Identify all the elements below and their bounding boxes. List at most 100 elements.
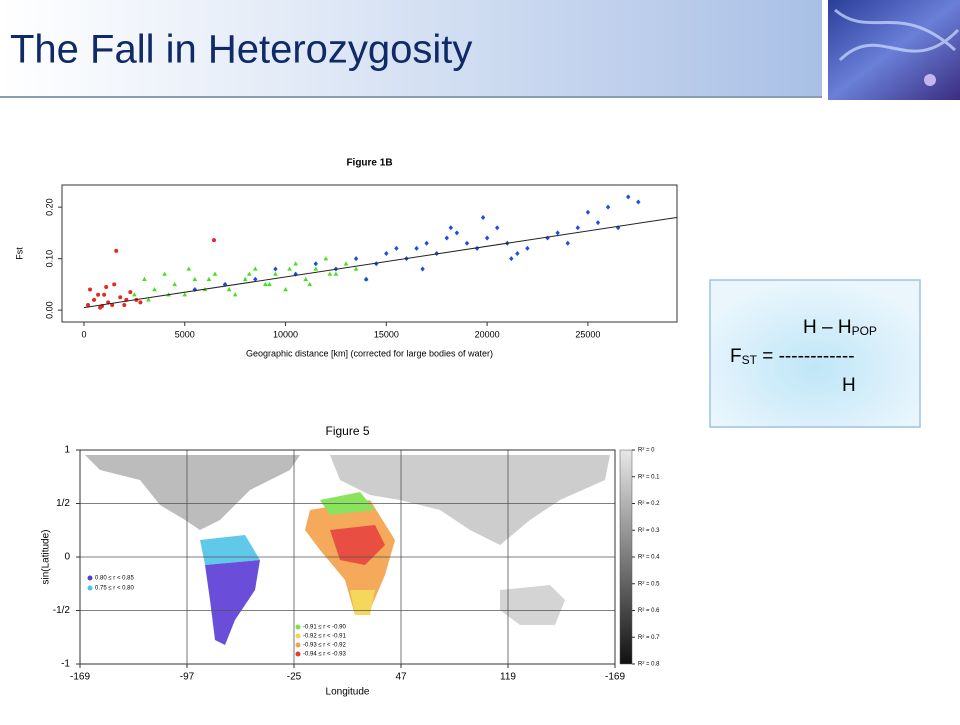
y-axis-label: Fst xyxy=(14,247,24,260)
legend-swatch xyxy=(295,651,301,657)
equals: = xyxy=(757,346,779,367)
lhs-sub: ST xyxy=(742,353,758,367)
lhs: F xyxy=(730,346,742,367)
point xyxy=(186,266,192,271)
point xyxy=(323,256,329,261)
y-tick-label: 0.00 xyxy=(44,301,54,319)
point xyxy=(565,240,570,246)
point xyxy=(303,276,309,281)
point xyxy=(420,266,425,272)
point xyxy=(112,282,117,287)
point xyxy=(273,271,278,276)
point xyxy=(226,287,232,292)
point xyxy=(267,281,272,287)
x-tick-label: 20000 xyxy=(475,329,500,339)
y-tick-label: 0.10 xyxy=(44,250,54,268)
point xyxy=(363,276,369,282)
point xyxy=(494,225,500,231)
numerator-text: H – H xyxy=(803,317,852,338)
point xyxy=(575,225,581,231)
point xyxy=(525,245,530,251)
x-tick-label: 25000 xyxy=(575,329,600,339)
point xyxy=(555,230,560,236)
legend-label: -0.91 ≤ r < -0.90 xyxy=(303,625,346,631)
point xyxy=(122,303,127,308)
trend-line xyxy=(83,216,677,309)
point xyxy=(313,266,319,271)
point xyxy=(182,292,188,297)
point xyxy=(253,266,258,271)
x-tick-label: 119 xyxy=(500,672,516,683)
point xyxy=(242,276,248,281)
x-axis-label: Longitude xyxy=(326,687,370,698)
y-tick-label: -1 xyxy=(61,659,70,670)
title-bar xyxy=(0,0,822,96)
point xyxy=(206,276,212,281)
numerator: H – HPOP xyxy=(803,317,877,338)
point xyxy=(595,220,601,226)
colorbar-label: R² = 0.8 xyxy=(638,662,660,668)
dashes: ------------ xyxy=(779,346,855,367)
point xyxy=(88,287,93,292)
point xyxy=(192,276,198,281)
point xyxy=(384,251,389,256)
slide-title: The Fall in Heterozygosity xyxy=(10,28,472,72)
y-tick-label: 0 xyxy=(64,552,70,563)
point xyxy=(509,256,514,262)
point xyxy=(128,290,133,295)
point xyxy=(464,240,470,246)
colorbar-label: R² = 0.1 xyxy=(638,474,660,480)
point xyxy=(626,194,631,200)
point xyxy=(253,276,258,282)
point xyxy=(605,204,611,210)
legend-swatch xyxy=(87,575,93,581)
point xyxy=(263,281,268,287)
point xyxy=(585,209,591,215)
point xyxy=(448,225,454,231)
point xyxy=(353,266,359,271)
x-axis-label: Geographic distance [km] (corrected for … xyxy=(246,348,493,358)
point xyxy=(283,287,288,292)
x-tick-label: -169 xyxy=(605,672,625,683)
point xyxy=(92,297,97,302)
point xyxy=(636,199,641,205)
point xyxy=(414,245,419,251)
y-tick-label: 1 xyxy=(64,445,70,456)
point xyxy=(480,214,486,220)
point xyxy=(110,303,115,308)
point xyxy=(333,271,339,276)
colorbar-label: R² = 0.3 xyxy=(638,528,660,534)
x-tick-label: 0 xyxy=(81,329,86,339)
point xyxy=(162,271,167,276)
chart-title: Figure 1B xyxy=(346,158,392,169)
point xyxy=(212,271,218,276)
point xyxy=(474,245,480,251)
point xyxy=(152,287,157,292)
legend-label: -0.92 ≤ r < -0.91 xyxy=(303,634,346,640)
legend-swatch xyxy=(295,642,301,648)
legend-label: 0.75 ≤ r < 0.80 xyxy=(95,586,134,592)
point xyxy=(515,251,520,256)
point xyxy=(138,300,143,305)
legend-label: 0.80 ≤ r < 0.85 xyxy=(95,576,134,582)
colorbar-label: R² = 0.2 xyxy=(638,501,660,507)
x-tick-label: 5000 xyxy=(175,329,195,339)
plot-frame xyxy=(61,184,678,323)
point xyxy=(246,271,252,276)
point xyxy=(307,281,313,287)
y-tick-label: 0.20 xyxy=(44,198,54,216)
point xyxy=(545,235,550,241)
point xyxy=(118,295,123,300)
point xyxy=(313,261,318,267)
x-tick-label: 47 xyxy=(395,672,407,683)
map-land xyxy=(85,455,610,645)
chart-title: Figure 5 xyxy=(325,424,369,438)
plot-frame xyxy=(79,449,616,665)
colorbar-label: R² = 0.5 xyxy=(638,581,660,587)
point xyxy=(172,281,177,287)
point xyxy=(343,261,349,266)
x-tick-label: -169 xyxy=(70,672,90,683)
colorbar xyxy=(619,449,633,665)
x-tick-label: -97 xyxy=(180,672,195,683)
